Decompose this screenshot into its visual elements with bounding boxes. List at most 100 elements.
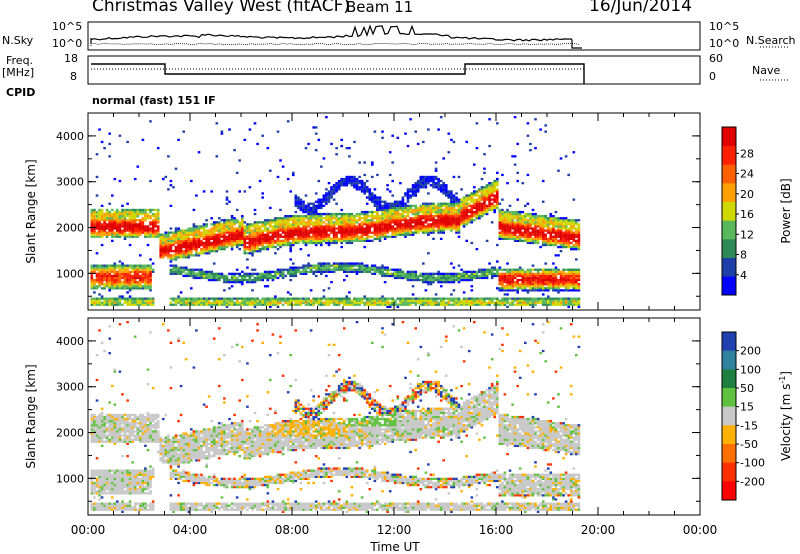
power-cell <box>207 233 211 236</box>
power-cell <box>501 227 504 230</box>
power-cell <box>348 215 351 218</box>
power-cell <box>536 270 540 273</box>
power-cell <box>103 276 106 280</box>
power-cell <box>562 285 565 288</box>
power-cell <box>434 278 438 282</box>
power-cell <box>136 270 140 273</box>
power-cell <box>228 223 231 226</box>
power-cell <box>238 278 241 282</box>
power-cell <box>547 285 550 288</box>
power-cell <box>218 237 221 240</box>
power-cell <box>322 239 326 242</box>
power-cell <box>108 225 111 228</box>
power-cell <box>547 297 550 300</box>
power-cell <box>457 206 461 210</box>
power-cell <box>98 276 101 280</box>
power-cell <box>511 227 514 230</box>
power-cell <box>529 221 532 224</box>
power-cell <box>207 243 211 247</box>
power-cell <box>508 289 512 292</box>
power-cell <box>363 161 366 164</box>
power-cell <box>554 266 558 269</box>
power-cell <box>274 235 277 238</box>
power-cell <box>200 301 203 304</box>
power-cell <box>103 225 106 228</box>
power-cell <box>378 237 382 240</box>
power-cell <box>274 274 277 278</box>
power-cell <box>501 285 504 288</box>
power-cell <box>235 231 239 234</box>
power-cell <box>261 243 264 247</box>
power-cell <box>297 204 300 207</box>
power-cell <box>534 221 537 224</box>
power-cell <box>483 198 486 201</box>
power-cell <box>322 217 326 220</box>
power-cell <box>304 210 308 214</box>
power-cell <box>312 233 315 236</box>
power-cell <box>144 268 147 271</box>
power-cell <box>521 217 525 220</box>
power-cell <box>230 303 234 306</box>
power-cell <box>345 184 349 187</box>
power-cell <box>358 219 361 222</box>
power-cell <box>108 283 111 286</box>
power-cell <box>299 235 303 238</box>
power-cell <box>447 208 451 212</box>
power-cell <box>335 186 338 189</box>
power-cell <box>223 227 226 230</box>
power-cell <box>467 194 471 197</box>
power-cell <box>406 208 410 212</box>
power-cell <box>144 229 147 232</box>
power-cell <box>309 303 313 306</box>
power-cell <box>103 215 106 218</box>
power-cell <box>105 215 109 218</box>
power-cell <box>205 241 208 245</box>
power-cell <box>144 276 147 280</box>
power-cell <box>118 272 122 275</box>
power-cell <box>149 229 152 232</box>
power-cell <box>531 281 535 284</box>
power-cell <box>98 281 101 284</box>
power-cell <box>263 221 267 224</box>
power-cell <box>511 287 514 290</box>
power-cell <box>320 235 323 238</box>
power-cell <box>98 299 101 302</box>
power-cell <box>422 297 425 300</box>
power-cell <box>406 227 410 230</box>
power-cell <box>225 225 229 228</box>
power-cell <box>246 258 249 261</box>
power-cell <box>205 252 208 255</box>
power-cell <box>427 212 430 216</box>
power-cell <box>501 215 504 218</box>
power-cell <box>508 215 512 218</box>
power-cell <box>541 287 545 290</box>
power-cell <box>258 299 262 302</box>
power-cell <box>251 248 254 251</box>
power-cell <box>243 245 247 249</box>
power-cell <box>149 179 152 183</box>
power-cell <box>368 219 372 222</box>
power-cell <box>564 235 568 238</box>
power-cell <box>151 215 155 218</box>
power-cell <box>330 217 333 220</box>
power-cell <box>123 227 127 230</box>
power-cell <box>503 219 507 222</box>
power-cell <box>279 219 282 222</box>
power-cell <box>212 301 216 304</box>
power-cell <box>284 274 287 278</box>
power-cell <box>406 301 410 304</box>
power-cell <box>126 278 129 282</box>
power-cell <box>90 223 94 226</box>
power-cell <box>496 190 499 193</box>
power-cell <box>422 303 425 306</box>
power-cell <box>258 237 262 240</box>
power-cell <box>243 272 247 275</box>
power-cell <box>498 217 502 220</box>
power-cell <box>307 215 310 218</box>
power-cell <box>429 202 433 205</box>
power-cell <box>554 254 558 257</box>
power-cell <box>529 289 532 292</box>
power-cell <box>353 219 356 222</box>
power-cell <box>299 217 303 220</box>
power-cell <box>100 287 104 290</box>
